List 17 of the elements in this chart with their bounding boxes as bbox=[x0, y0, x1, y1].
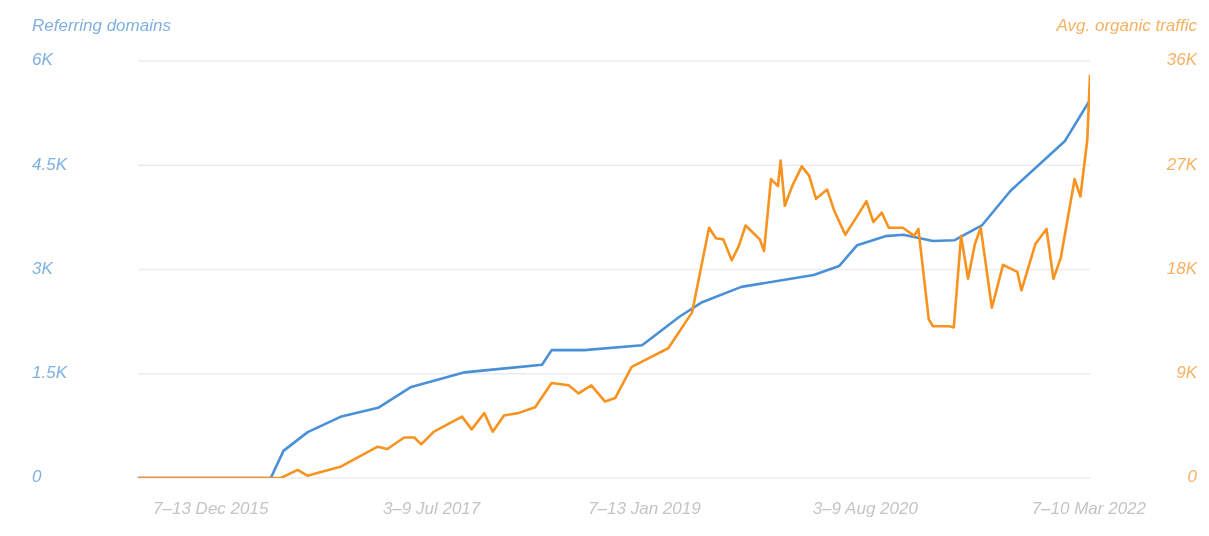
y-tick-label: 1.5K bbox=[32, 363, 68, 383]
y2-tick-label: 0 bbox=[1187, 467, 1198, 487]
y2-tick-label: 18K bbox=[1166, 258, 1198, 278]
y-tick-label: 0 bbox=[32, 467, 42, 487]
x-tick-label: 3–9 Jul 2017 bbox=[382, 499, 481, 519]
y-tick-label: 4.5K bbox=[32, 154, 68, 174]
y-axis-title: Referring domains bbox=[32, 16, 171, 36]
y2-tick-label: 9K bbox=[1176, 363, 1198, 383]
y-tick-label: 6K bbox=[32, 50, 54, 70]
x-tick-label: 7–13 Jan 2019 bbox=[588, 499, 702, 519]
x-tick-label: 7–10 Mar 2022 bbox=[1031, 499, 1147, 519]
y2-tick-label: 36K bbox=[1166, 50, 1198, 70]
x-tick-label: 7–13 Dec 2015 bbox=[153, 499, 269, 519]
x-tick-label: 3–9 Aug 2020 bbox=[812, 499, 919, 519]
y-tick-label: 3K bbox=[32, 258, 54, 278]
y2-tick-label: 27K bbox=[1165, 154, 1198, 174]
y2-axis-title: Avg. organic traffic bbox=[1056, 16, 1197, 36]
